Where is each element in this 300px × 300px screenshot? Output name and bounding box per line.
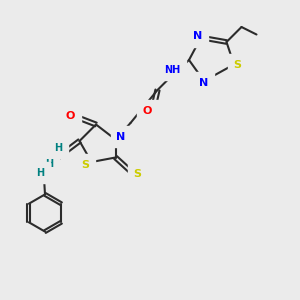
Text: S: S — [134, 169, 141, 179]
Text: O: O — [66, 110, 75, 121]
Text: N: N — [116, 131, 125, 142]
Text: NH: NH — [164, 65, 181, 75]
Text: O: O — [143, 106, 152, 116]
Text: H: H — [45, 159, 53, 169]
Text: H: H — [54, 143, 62, 153]
Text: S: S — [234, 59, 242, 70]
Text: S: S — [82, 160, 89, 170]
Text: N: N — [200, 77, 208, 88]
Text: N: N — [194, 31, 202, 41]
Text: H: H — [36, 167, 44, 178]
